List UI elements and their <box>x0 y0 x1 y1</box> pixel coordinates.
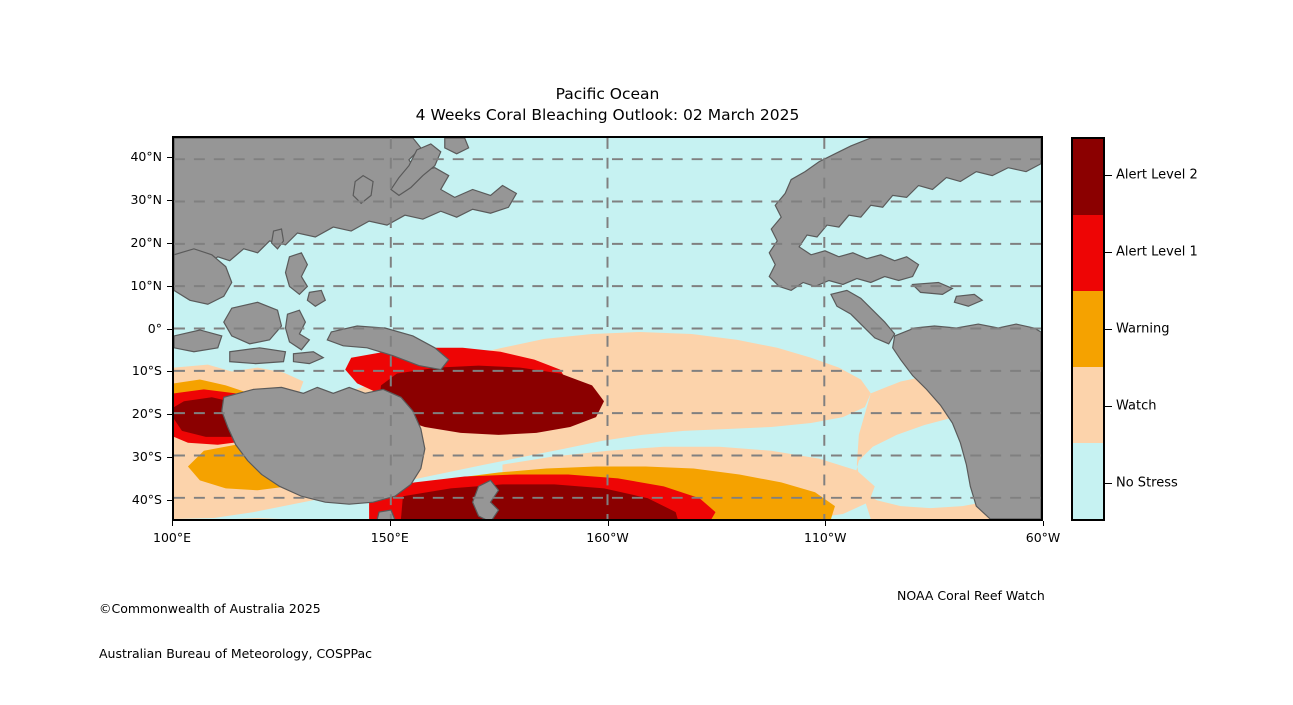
map-gridlines <box>174 138 1041 519</box>
footer-source: NOAA Coral Reef Watch <box>897 588 1045 603</box>
footer-attribution: ©Commonwealth of Australia 2025 Australi… <box>99 571 372 691</box>
x-tick-mark-1 <box>389 521 391 526</box>
legend-label-0: Alert Level 2 <box>1116 167 1198 183</box>
land-new-guinea <box>326 325 450 371</box>
land-sulawesi <box>284 309 311 351</box>
legend-label-4: No Stress <box>1116 475 1178 491</box>
legend-tick-3 <box>1105 405 1112 407</box>
chart-title: Pacific Ocean 4 Weeks Coral Bleaching Ou… <box>172 84 1043 126</box>
legend-tick-2 <box>1105 329 1112 330</box>
legend-swatch-0[interactable] <box>1073 139 1103 215</box>
land-korea <box>352 174 374 205</box>
land-hokkaido <box>444 138 470 155</box>
y-tick-label-0: 40°N <box>130 149 162 165</box>
y-tick-label-8: 40°S <box>131 491 162 507</box>
y-tick-mark-7 <box>167 456 172 458</box>
legend-label-2: Warning <box>1116 321 1170 337</box>
x-tick-label-0: 100°E <box>152 530 192 545</box>
y-tick-label-2: 20°N <box>130 234 162 250</box>
land-japan <box>390 143 442 197</box>
x-tick-label-3: 110°W <box>804 530 847 545</box>
land-south-america <box>892 323 1041 519</box>
y-tick-label-3: 10°N <box>130 277 162 293</box>
legend-tick-4 <box>1105 482 1112 484</box>
map-plot-area <box>172 136 1043 521</box>
legend-swatch-3[interactable] <box>1073 367 1103 443</box>
y-tick-mark-3 <box>167 285 172 287</box>
land-central-america <box>830 289 896 345</box>
y-tick-label-4: 0° <box>147 320 162 336</box>
x-tick-label-4: 60°W <box>1025 530 1061 545</box>
land-mindanao <box>306 289 327 307</box>
legend-tick-0 <box>1105 175 1112 177</box>
land-java <box>229 347 287 365</box>
footer-agency: Australian Bureau of Meteorology, COSPPa… <box>99 646 372 661</box>
bleaching-outlook-map <box>174 138 1041 519</box>
land-sumatra <box>174 329 223 353</box>
title-line-2: 4 Weeks Coral Bleaching Outlook: 02 Marc… <box>415 106 800 124</box>
x-tick-mark-3 <box>825 521 827 526</box>
legend-swatch-4[interactable] <box>1073 443 1103 519</box>
x-tick-mark-0 <box>172 521 173 526</box>
y-tick-mark-8 <box>167 499 172 501</box>
watch-sw-australia <box>235 518 280 519</box>
y-tick-mark-4 <box>167 328 172 330</box>
land-new-zealand <box>471 479 500 519</box>
legend-tick-1 <box>1105 252 1112 254</box>
title-line-1: Pacific Ocean <box>555 85 660 103</box>
y-tick-mark-1 <box>167 200 172 202</box>
land-indochina <box>174 248 233 305</box>
land-north-america <box>768 138 1041 292</box>
land-australia <box>221 386 426 505</box>
legend-colorbar[interactable] <box>1071 137 1105 521</box>
y-tick-label-7: 30°S <box>131 448 162 464</box>
y-tick-label-1: 30°N <box>130 192 162 208</box>
legend-label-3: Watch <box>1116 398 1157 414</box>
footer-copyright: ©Commonwealth of Australia 2025 <box>99 601 321 616</box>
legend-swatch-2[interactable] <box>1073 291 1103 367</box>
land-hispaniola <box>953 293 984 307</box>
land-cuba <box>911 281 954 295</box>
land-lesser-sunda <box>292 351 325 365</box>
y-tick-label-6: 20°S <box>131 406 162 422</box>
x-tick-mark-4 <box>1043 521 1044 526</box>
land-philippines <box>284 252 309 296</box>
x-tick-mark-2 <box>607 521 609 526</box>
alert2-coral-sea-core <box>400 484 678 519</box>
alert2-solomon-sea <box>379 365 605 435</box>
x-tick-label-2: 160°W <box>586 530 629 545</box>
y-tick-mark-6 <box>167 414 172 416</box>
land-borneo <box>223 301 283 345</box>
y-tick-mark-2 <box>167 242 172 244</box>
y-tick-mark-0 <box>167 157 172 159</box>
y-tick-mark-5 <box>167 371 172 373</box>
y-tick-label-5: 10°S <box>131 363 162 379</box>
legend-swatch-1[interactable] <box>1073 215 1103 291</box>
legend-label-1: Alert Level 1 <box>1116 244 1198 260</box>
x-tick-label-1: 150°E <box>370 530 409 545</box>
land-asia <box>174 138 518 274</box>
land-masses <box>174 138 1041 519</box>
